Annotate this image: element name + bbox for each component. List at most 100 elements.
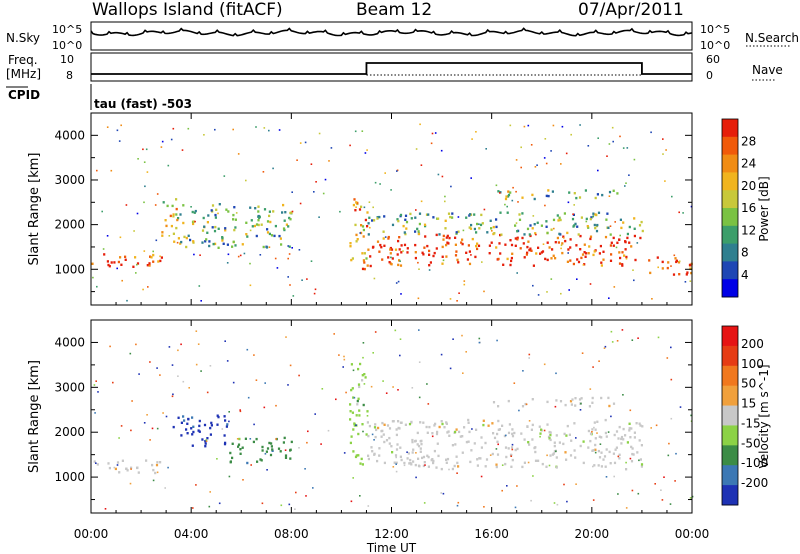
data-cell-1-noise: [255, 379, 258, 381]
data-cell-0-0: [119, 256, 122, 259]
data-cell-0-1: [177, 217, 180, 220]
data-cells-0: [91, 123, 693, 302]
data-cell-0-noise: [434, 132, 437, 134]
data-cell-0-5: [416, 227, 419, 231]
data-cell-0-noise: [561, 125, 564, 128]
data-cell-0-4: [455, 250, 458, 253]
data-cell-0-2: [282, 227, 286, 230]
data-cell-0-noise: [431, 132, 434, 135]
data-cell-1-noise: [164, 487, 166, 489]
data-cell-0-0: [124, 255, 127, 258]
data-cell-0-noise: [613, 286, 616, 288]
nsky-frame: [90, 21, 693, 51]
data-cell-0-5: [540, 224, 543, 227]
data-cell-0-2: [206, 231, 209, 234]
data-cell-0-4: [390, 263, 393, 266]
data-cell-0-4: [435, 233, 438, 237]
data-cell-1-4: [480, 436, 483, 439]
data-cell-1-noise: [177, 349, 179, 352]
freq-unit-label: [MHz]: [6, 67, 42, 81]
data-cell-1-2: [290, 440, 293, 444]
data-cell-1-4: [510, 446, 514, 449]
cpid-label: CPID: [8, 88, 41, 102]
data-cell-0-4: [376, 240, 380, 243]
data-cell-0-0: [113, 261, 116, 264]
data-cell-1-2: [270, 445, 273, 448]
data-cell-1-4: [465, 440, 468, 444]
data-cell-1-noise: [370, 385, 373, 388]
data-cell-1-noise: [120, 425, 123, 427]
data-cell-1-5: [578, 398, 582, 401]
data-cell-0-4: [561, 251, 564, 255]
colorbar-frame: [721, 325, 739, 506]
data-cell-1-4: [600, 436, 603, 439]
data-cell-1-noise: [406, 451, 408, 453]
data-cell-0-4: [569, 259, 572, 262]
data-cell-0-3: [363, 261, 366, 264]
data-cell-0-noise: [318, 132, 321, 135]
data-cell-1-4: [593, 421, 596, 424]
data-cell-1-4: [530, 428, 533, 431]
data-cell-0-4: [387, 237, 390, 240]
data-cell-0-4: [442, 238, 445, 241]
data-cell-1-4: [618, 457, 621, 460]
data-cell-1-4: [395, 461, 398, 464]
data-cell-1-5: [555, 399, 558, 402]
data-cell-0-2: [253, 224, 256, 228]
data-cell-0-5: [533, 223, 536, 226]
data-cell-0-5: [469, 213, 472, 216]
data-cell-0-5: [447, 212, 451, 215]
data-cell-0-noise: [597, 137, 599, 139]
data-cell-1-3: [349, 403, 352, 406]
data-cell-1-noise: [657, 336, 660, 339]
data-cell-0-5: [414, 216, 417, 219]
data-cell-1-noise: [563, 483, 565, 486]
data-cell-0-4: [584, 255, 587, 258]
data-cell-0-7: [690, 271, 693, 275]
data-cell-0-2: [192, 240, 195, 243]
data-cell-0-noise: [288, 253, 291, 255]
data-cell-0-4: [456, 258, 459, 262]
data-cell-0-2: [225, 208, 228, 211]
data-cell-1-noise: [343, 358, 346, 361]
data-cell-1-4: [399, 421, 402, 424]
data-cell-1-noise: [350, 500, 353, 503]
data-cell-1-5: [531, 398, 534, 401]
data-cell-1-4: [547, 435, 551, 439]
data-cell-1-noise: [622, 394, 624, 396]
data-cell-0-noise: [120, 124, 122, 127]
data-cell-0-4: [488, 252, 491, 255]
data-cell-1-4: [417, 444, 421, 448]
data-cell-0-noise: [420, 200, 423, 203]
data-cell-1-noise: [355, 424, 357, 426]
data-cell-0-2: [217, 246, 220, 249]
data-cell-0-4: [369, 255, 372, 258]
data-cell-1-4: [605, 435, 608, 438]
data-cell-0-5: [499, 211, 502, 214]
data-cell-0-5: [405, 220, 409, 224]
data-cell-0-0: [108, 265, 111, 268]
data-cell-0-3: [355, 233, 358, 237]
data-cell-1-4: [391, 420, 394, 423]
data-cell-1-3: [356, 399, 359, 403]
data-cell-1-noise: [610, 415, 612, 418]
data-cell-1-1: [177, 416, 180, 419]
data-cell-0-noise: [143, 201, 145, 204]
data-cell-1-4: [628, 429, 631, 432]
data-cell-0-4: [461, 242, 464, 246]
data-cell-1-noise: [228, 411, 230, 413]
data-cell-0-noise: [552, 124, 555, 127]
data-cell-0-noise: [440, 149, 443, 152]
data-cell-1-1: [203, 423, 207, 427]
nsky-trace: [90, 27, 693, 37]
data-cell-0-noise: [106, 235, 109, 237]
colorbar-tick-label: 16: [741, 201, 756, 215]
data-cell-0-noise: [470, 177, 472, 179]
data-cell-1-4: [403, 461, 406, 465]
data-cell-1-5: [588, 405, 591, 408]
data-cell-1-4: [455, 455, 458, 458]
data-cell-0-3: [355, 240, 358, 243]
data-cell-0-noise: [133, 230, 135, 232]
data-cell-1-noise: [581, 352, 584, 354]
data-cell-1-4: [468, 430, 471, 434]
